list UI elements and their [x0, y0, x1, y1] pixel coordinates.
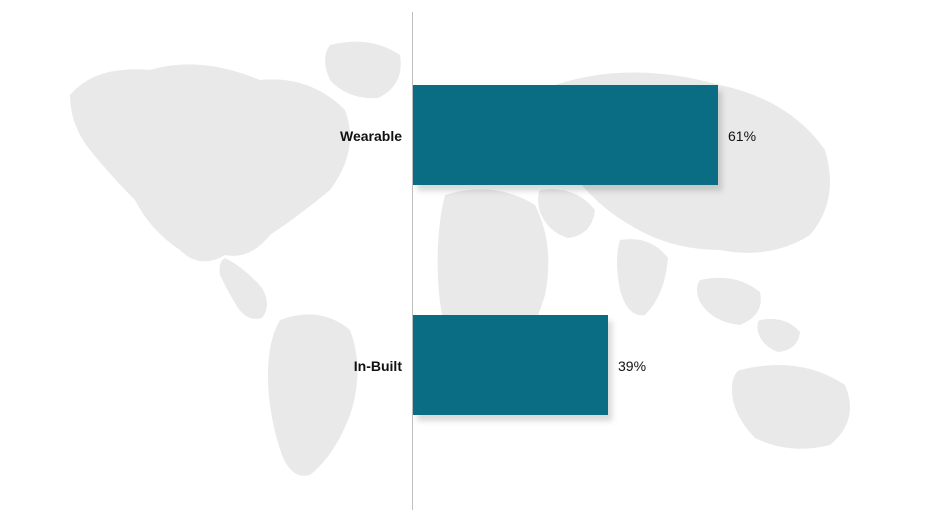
bar-label: Wearable	[302, 128, 402, 144]
bar	[413, 315, 608, 415]
bar-label: In-Built	[302, 358, 402, 374]
bar-chart: Wearable 61% In-Built 39%	[0, 0, 925, 521]
bar	[413, 85, 718, 185]
bar-value: 61%	[728, 128, 756, 144]
bar-value: 39%	[618, 358, 646, 374]
